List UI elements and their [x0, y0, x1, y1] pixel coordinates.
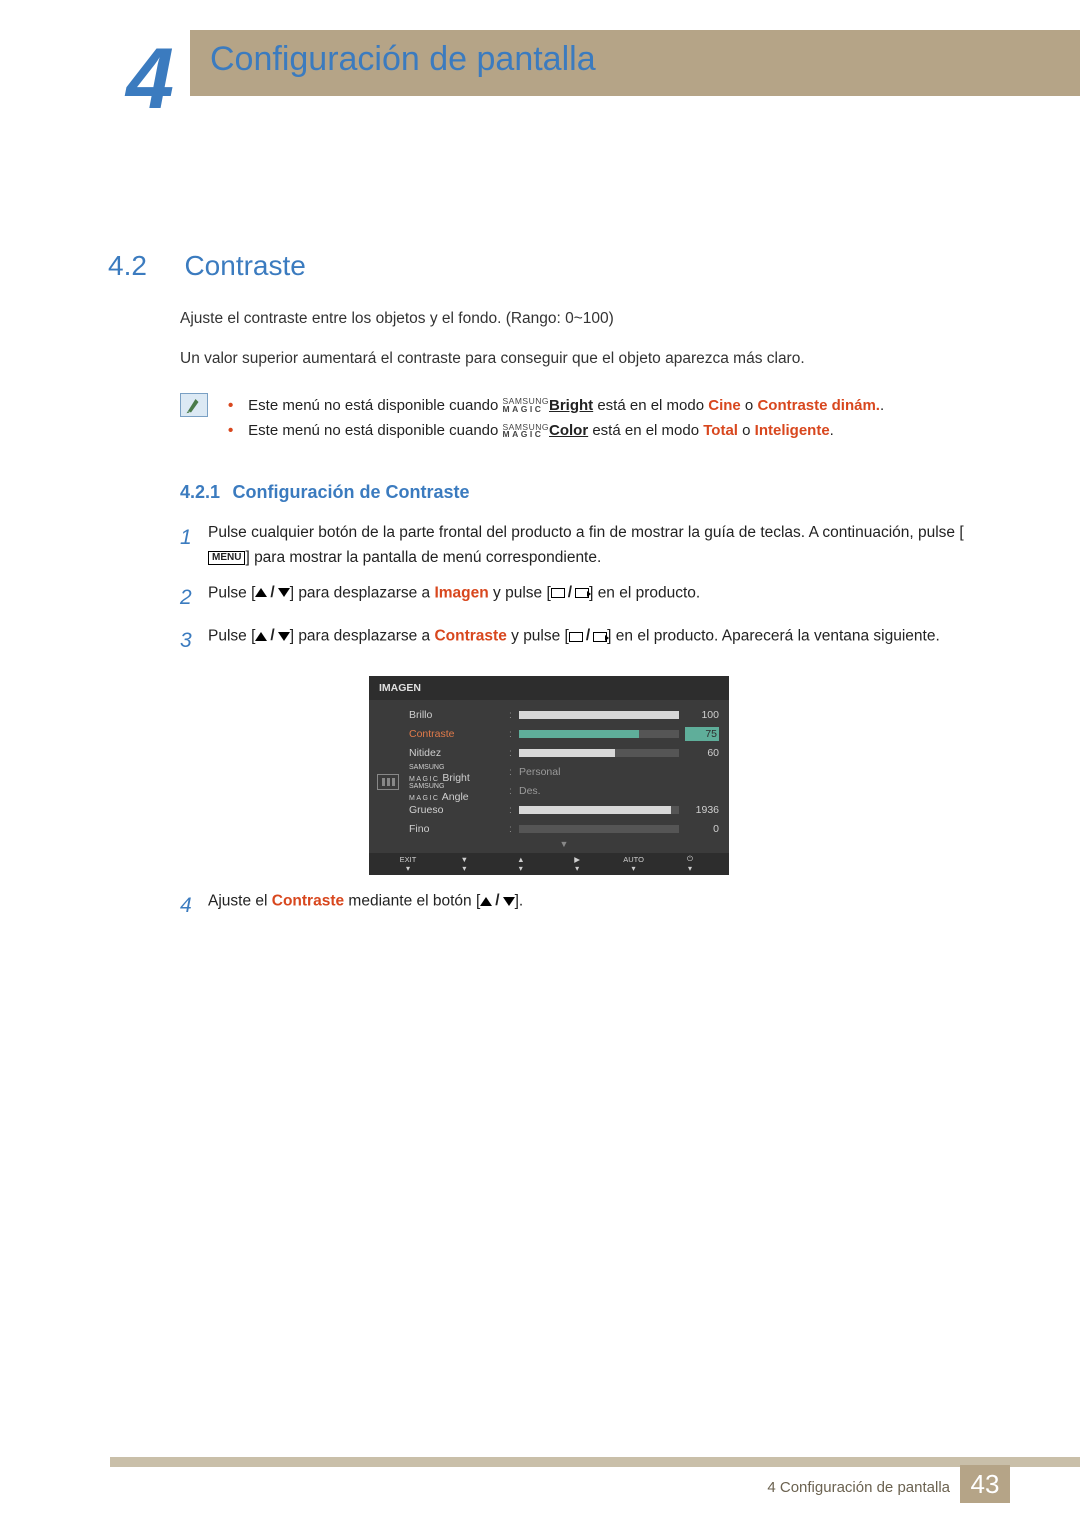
footer-band — [110, 1457, 1080, 1467]
osd-row-label: Brillo — [409, 709, 509, 721]
intro-paragraph-1: Ajuste el contraste entre los objetos y … — [180, 308, 990, 330]
footer-text: 4 Configuración de pantalla — [767, 1479, 950, 1496]
chapter-number-box: 4 — [110, 30, 190, 138]
samsung-magic-tag: SAMSUNGMAGIC — [503, 398, 549, 413]
osd-colon: : — [509, 766, 519, 778]
osd-row: SAMSUNGMAGIC Angle:Des. — [409, 782, 719, 801]
osd-row-label: SAMSUNGMAGIC Angle — [409, 779, 509, 803]
osd-value: 1936 — [685, 804, 719, 816]
osd-menu: IMAGEN Brillo: 100 Contraste: 75 Nitidez: 60 S… — [369, 676, 729, 875]
osd-slider — [519, 806, 679, 814]
chapter-title: Configuración de pantalla — [210, 40, 596, 79]
osd-colon: : — [509, 823, 519, 835]
osd-nav-button: ⏻▾ — [675, 854, 705, 873]
step-text: Pulse cualquier botón de la parte fronta… — [208, 521, 990, 571]
osd-colon: : — [509, 709, 519, 721]
osd-nav-button: ▼▾ — [449, 855, 479, 873]
note-list: • Este menú no está disponible cuando SA… — [228, 393, 884, 444]
osd-row: Brillo: 100 — [409, 706, 719, 725]
osd-value: 75 — [685, 727, 719, 741]
steps-list-cont: 4 Ajuste el Contraste mediante el botón … — [180, 889, 990, 923]
step-number: 3 — [180, 624, 208, 658]
osd-nav-button: ▶▾ — [562, 855, 592, 873]
osd-slider — [519, 749, 679, 757]
step-number: 1 — [180, 521, 208, 571]
step-1: 1 Pulse cualquier botón de la parte fron… — [180, 521, 990, 571]
up-down-icon: / — [255, 624, 289, 649]
intro-paragraph-2: Un valor superior aumentará el contraste… — [180, 348, 990, 370]
subsection-number: 4.2.1 — [180, 482, 220, 503]
subsection-title: Configuración de Contraste — [233, 482, 470, 502]
osd-row: Fino: 0 — [409, 820, 719, 839]
osd-row: Grueso: 1936 — [409, 801, 719, 820]
step-number: 4 — [180, 889, 208, 923]
subsection-heading: 4.2.1 Configuración de Contraste — [180, 482, 990, 503]
osd-value: 100 — [685, 709, 719, 721]
osd-colon: : — [509, 785, 519, 797]
page-content: 4.2 Contraste Ajuste el contraste entre … — [108, 250, 990, 932]
osd-colon: : — [509, 728, 519, 740]
chapter-number: 4 — [126, 31, 174, 127]
section-number: 4.2 — [108, 250, 180, 282]
osd-value: Personal — [519, 766, 719, 778]
osd-nav-button: AUTO▾ — [619, 855, 649, 873]
note-icon — [180, 393, 208, 417]
osd-scroll-down-icon: ▼ — [409, 839, 719, 851]
osd-row-label: Grueso — [409, 804, 509, 816]
step-3: 3 Pulse [/] para desplazarse a Contraste… — [180, 624, 990, 658]
note-item-1: • Este menú no está disponible cuando SA… — [228, 393, 884, 419]
osd-colon: : — [509, 747, 519, 759]
section-heading: 4.2 Contraste — [108, 250, 990, 282]
osd-nav-button: EXIT▾ — [393, 855, 423, 873]
step-2: 2 Pulse [/] para desplazarse a Imagen y … — [180, 581, 990, 615]
osd-row-label: Contraste — [409, 728, 509, 740]
osd-nav-button: ▲▾ — [506, 855, 536, 873]
note-box: • Este menú no está disponible cuando SA… — [180, 393, 990, 444]
osd-value: 0 — [685, 823, 719, 835]
osd-value: 60 — [685, 747, 719, 759]
magic-color-label: Color — [549, 422, 588, 439]
magic-bright-label: Bright — [549, 397, 593, 414]
page-number: 43 — [960, 1465, 1010, 1503]
step-number: 2 — [180, 581, 208, 615]
osd-row: Contraste: 75 — [409, 725, 719, 744]
up-down-icon: / — [255, 581, 289, 606]
steps-list: 1 Pulse cualquier botón de la parte fron… — [180, 521, 990, 658]
osd-category-icon — [377, 774, 399, 790]
note-item-2: • Este menú no está disponible cuando SA… — [228, 418, 884, 444]
section-title: Contraste — [184, 250, 305, 281]
page-footer: 4 Configuración de pantalla 43 — [0, 1457, 1080, 1501]
osd-row-label: Nitidez — [409, 747, 509, 759]
step-text: Ajuste el Contraste mediante el botón [/… — [208, 889, 990, 923]
step-text: Pulse [/] para desplazarse a Contraste y… — [208, 624, 990, 658]
osd-slider — [519, 730, 679, 738]
osd-body: Brillo: 100 Contraste: 75 Nitidez: 60 SAMSUNGM… — [369, 700, 729, 853]
osd-title: IMAGEN — [369, 676, 729, 700]
bullet-icon: • — [228, 393, 244, 419]
menu-button-glyph: MENU — [208, 551, 245, 565]
step-text: Pulse [/] para desplazarse a Imagen y pu… — [208, 581, 990, 615]
osd-colon: : — [509, 804, 519, 816]
osd-button-bar: EXIT▾ ▼▾ ▲▾ ▶▾ AUTO▾ ⏻▾ — [369, 853, 729, 875]
osd-slider — [519, 825, 679, 833]
osd-slider — [519, 711, 679, 719]
osd-value: Des. — [519, 785, 719, 797]
enter-icon: / — [569, 624, 607, 649]
enter-icon: / — [551, 581, 589, 606]
step-4: 4 Ajuste el Contraste mediante el botón … — [180, 889, 990, 923]
bullet-icon: • — [228, 418, 244, 444]
up-down-icon: / — [480, 889, 514, 914]
osd-row-label: Fino — [409, 823, 509, 835]
samsung-magic-tag: SAMSUNGMAGIC — [503, 424, 549, 439]
